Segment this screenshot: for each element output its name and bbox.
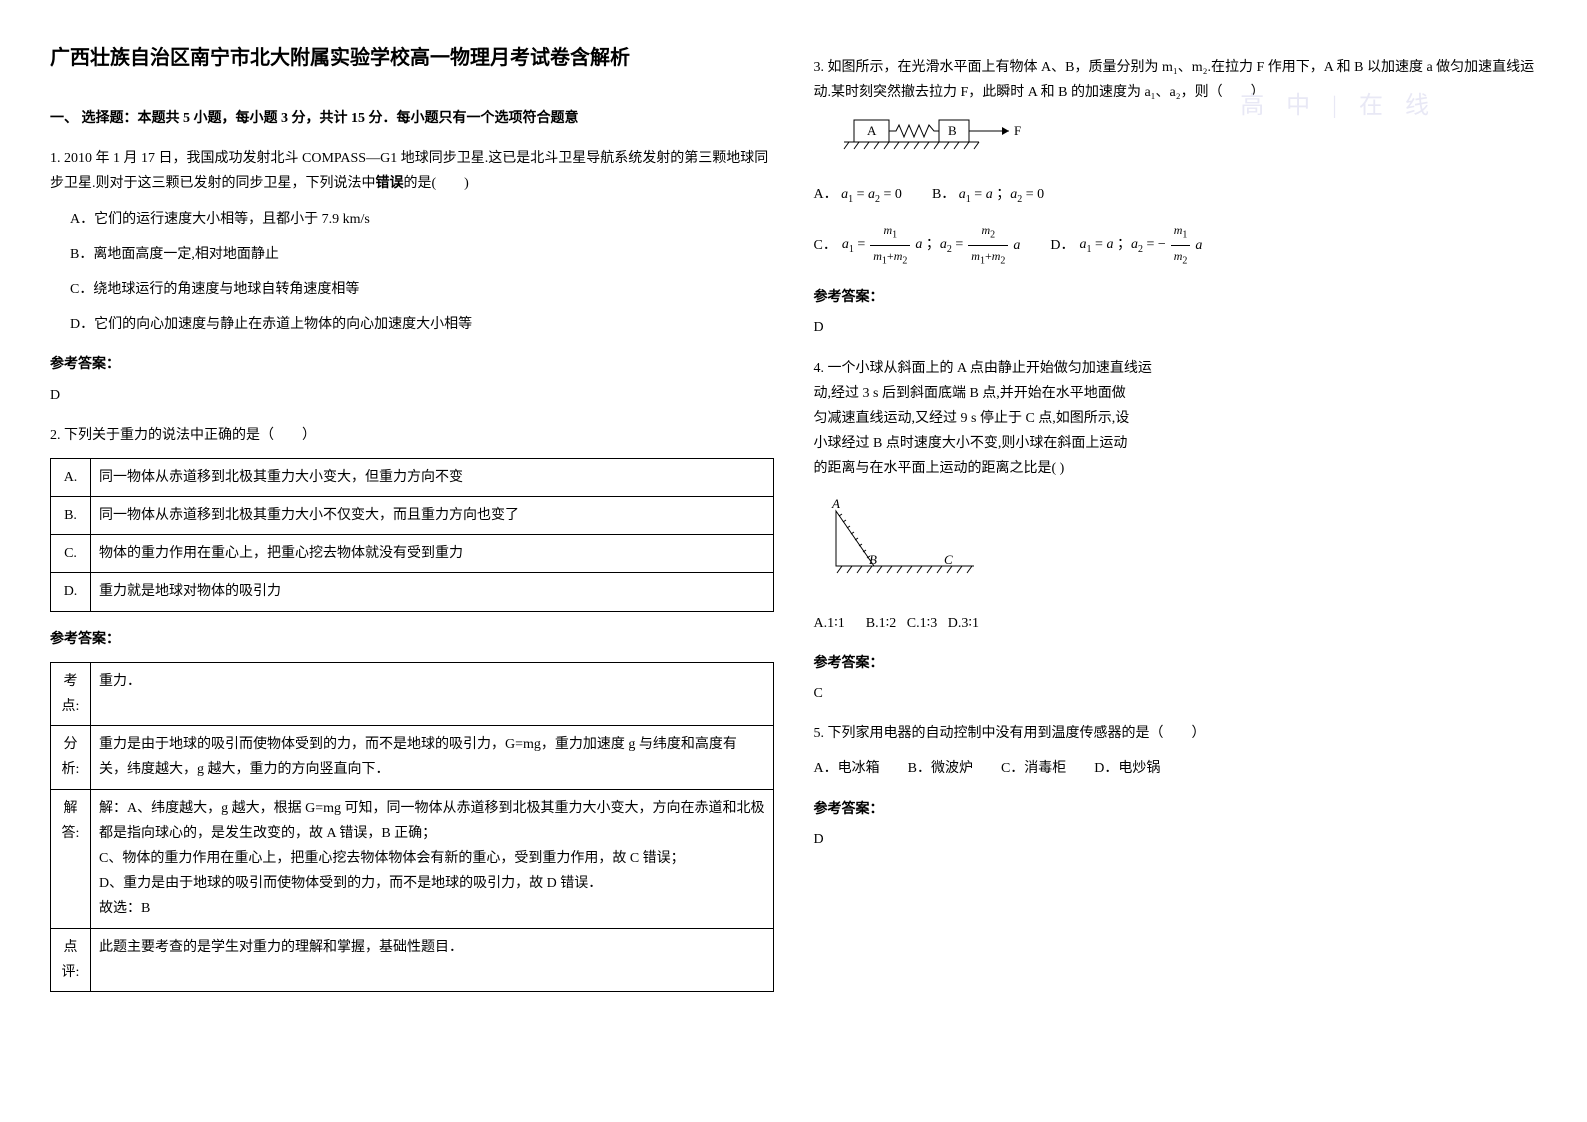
q2-e2-text: 重力是由于地球的吸引而使物体受到的力，而不是地球的吸引力，G=mg，重力加速度 … [91, 726, 774, 789]
table-row: B. 同一物体从赤道移到北极其重力大小不仅变大，而且重力方向也变了 [51, 497, 774, 535]
q3-answer-label: 参考答案： [814, 285, 1538, 310]
q2-e3-p3: D、重力是由于地球的吸引而使物体受到的力，而不是地球的吸引力，故 D 错误． [99, 871, 765, 896]
q1-text: 1. 2010 年 1 月 17 日，我国成功发射北斗 COMPASS—G1 地… [50, 146, 774, 196]
q1-opt-c: C．绕地球运行的角速度与地球自转角速度相等 [70, 277, 774, 302]
q4-p5: 的距离与在水平面上运动的距离之比是( ) [814, 456, 1538, 481]
q5-text: 5. 下列家用电器的自动控制中没有用到温度传感器的是（ ） [814, 721, 1538, 746]
q2-e3-text: 解：A、纬度越大，g 越大，根据 G=mg 可知，同一物体从赤道移到北极其重力大… [91, 789, 774, 928]
q4-p2: 动,经过 3 s 后到斜面底端 B 点,并开始在水平地面做 [814, 381, 1538, 406]
spring-svg: A B F [834, 115, 1034, 160]
q2-e1-text: 重力． [91, 662, 774, 725]
section-header: 一、 选择题：本题共 5 小题，每小题 3 分，共计 15 分．每小题只有一个选… [50, 106, 774, 131]
q2-d-label: D. [51, 573, 91, 611]
q4-diagram: A B C [814, 496, 1538, 595]
exam-title: 广西壮族自治区南宁市北大附属实验学校高一物理月考试卷含解析 [50, 40, 774, 76]
q2-e4-label: 点评: [51, 928, 91, 991]
table-row: 解答: 解：A、纬度越大，g 越大，根据 G=mg 可知，同一物体从赤道移到北极… [51, 789, 774, 928]
table-row: A. 同一物体从赤道移到北极其重力大小变大，但重力方向不变 [51, 458, 774, 496]
question-4: 4. 一个小球从斜面上的 A 点由静止开始做匀加速直线运 动,经过 3 s 后到… [814, 356, 1538, 636]
q3-row-ab: A． a1 = a2 = 0 B． a1 = a ；a2 = 0 [814, 182, 1538, 209]
q3-opt-a: A． a1 = a2 = 0 [814, 182, 902, 209]
q3-answer: D [814, 315, 1538, 340]
q4-p4: 小球经过 B 点时速度大小不变,则小球在斜面上运动 [814, 431, 1538, 456]
q1-opt-b: B．离地面高度一定,相对地面静止 [70, 242, 774, 267]
incline-svg: A B C [814, 496, 994, 586]
q4-p3: 匀减速直线运动,又经过 9 s 停止于 C 点,如图所示,设 [814, 406, 1538, 431]
q1-opt-a: A．它们的运行速度大小相等，且都小于 7.9 km/s [70, 207, 774, 232]
q1-bold: 错误 [376, 176, 404, 191]
q2-d-text: 重力就是地球对物体的吸引力 [91, 573, 774, 611]
table-row: 分析: 重力是由于地球的吸引而使物体受到的力，而不是地球的吸引力，G=mg，重力… [51, 726, 774, 789]
q1-options: A．它们的运行速度大小相等，且都小于 7.9 km/s B．离地面高度一定,相对… [50, 207, 774, 338]
question-5: 5. 下列家用电器的自动控制中没有用到温度传感器的是（ ） A．电冰箱 B．微波… [814, 721, 1538, 781]
q3-row-cd: C． a1 = m1 m1+m2 a ；a2 = m2 m1+m2 a D． a… [814, 220, 1538, 270]
q2-e1-label: 考点: [51, 662, 91, 725]
q2-c-text: 物体的重力作用在重心上，把重心挖去物体就没有受到重力 [91, 535, 774, 573]
q2-c-label: C. [51, 535, 91, 573]
q2-e3-p2: C、物体的重力作用在重心上，把重心挖去物体物体会有新的重心，受到重力作用，故 C… [99, 846, 765, 871]
q2-e2-label: 分析: [51, 726, 91, 789]
q5-answer-label: 参考答案： [814, 797, 1538, 822]
q2-text: 2. 下列关于重力的说法中正确的是（ ） [50, 423, 774, 448]
watermark: 高 中 | 在 线 [1240, 85, 1437, 128]
q3-opt-b: B． a1 = a ；a2 = 0 [932, 182, 1044, 209]
q1-suffix: 的是( ) [404, 176, 469, 191]
q5-answer: D [814, 827, 1538, 852]
right-column: 3. 如图所示，在光滑水平面上有物体 A、B，质量分别为 m₁、m₂.在拉力 F… [814, 40, 1538, 1002]
q3-b-label: B． [932, 187, 955, 202]
table-row: C. 物体的重力作用在重心上，把重心挖去物体就没有受到重力 [51, 535, 774, 573]
q2-b-text: 同一物体从赤道移到北极其重力大小不仅变大，而且重力方向也变了 [91, 497, 774, 535]
q2-e4-text: 此题主要考查的是学生对重力的理解和掌握，基础性题目． [91, 928, 774, 991]
diag-incline-b: B [869, 552, 877, 567]
table-row: 考点: 重力． [51, 662, 774, 725]
q3-a-label: A． [814, 187, 838, 202]
q1-opt-d: D．它们的向心加速度与静止在赤道上物体的向心加速度大小相等 [70, 312, 774, 337]
diag-f-label: F [1014, 123, 1021, 138]
q3-c-label: C． [814, 233, 837, 258]
q1-answer: D [50, 383, 774, 408]
q5-options: A．电冰箱 B．微波炉 C．消毒柜 D．电炒锅 [814, 756, 1538, 781]
question-2: 2. 下列关于重力的说法中正确的是（ ） A. 同一物体从赤道移到北极其重力大小… [50, 423, 774, 612]
q2-a-text: 同一物体从赤道移到北极其重力大小变大，但重力方向不变 [91, 458, 774, 496]
q2-e3-label: 解答: [51, 789, 91, 928]
diag-incline-c: C [944, 552, 953, 567]
q4-options: A.1∶1 B.1∶2 C.1∶3 D.3∶1 [814, 611, 1538, 636]
q2-explain-table: 考点: 重力． 分析: 重力是由于地球的吸引而使物体受到的力，而不是地球的吸引力… [50, 662, 774, 992]
q2-options-table: A. 同一物体从赤道移到北极其重力大小变大，但重力方向不变 B. 同一物体从赤道… [50, 458, 774, 612]
diag-incline-a: A [831, 496, 840, 511]
table-row: D. 重力就是地球对物体的吸引力 [51, 573, 774, 611]
diag-b-label: B [948, 123, 957, 138]
q4-p1: 4. 一个小球从斜面上的 A 点由静止开始做匀加速直线运 [814, 356, 1538, 381]
diag-a-label: A [867, 123, 877, 138]
q3-opt-c: C． a1 = m1 m1+m2 a ；a2 = m2 m1+m2 a [814, 220, 1021, 270]
q4-answer: C [814, 681, 1538, 706]
q2-b-label: B. [51, 497, 91, 535]
q1-answer-label: 参考答案： [50, 352, 774, 377]
left-column: 广西壮族自治区南宁市北大附属实验学校高一物理月考试卷含解析 一、 选择题：本题共… [50, 40, 774, 1002]
q4-answer-label: 参考答案： [814, 651, 1538, 676]
question-1: 1. 2010 年 1 月 17 日，我国成功发射北斗 COMPASS—G1 地… [50, 146, 774, 337]
q2-e3-p4: 故选：B [99, 896, 765, 921]
q2-e3-p1: 解：A、纬度越大，g 越大，根据 G=mg 可知，同一物体从赤道移到北极其重力大… [99, 796, 765, 846]
q3-opt-d: D． a1 = a ；a2 = − m1 m2 a [1050, 220, 1202, 270]
q3-d-label: D． [1050, 233, 1074, 258]
table-row: 点评: 此题主要考查的是学生对重力的理解和掌握，基础性题目． [51, 928, 774, 991]
q2-answer-label: 参考答案： [50, 627, 774, 652]
q2-a-label: A. [51, 458, 91, 496]
